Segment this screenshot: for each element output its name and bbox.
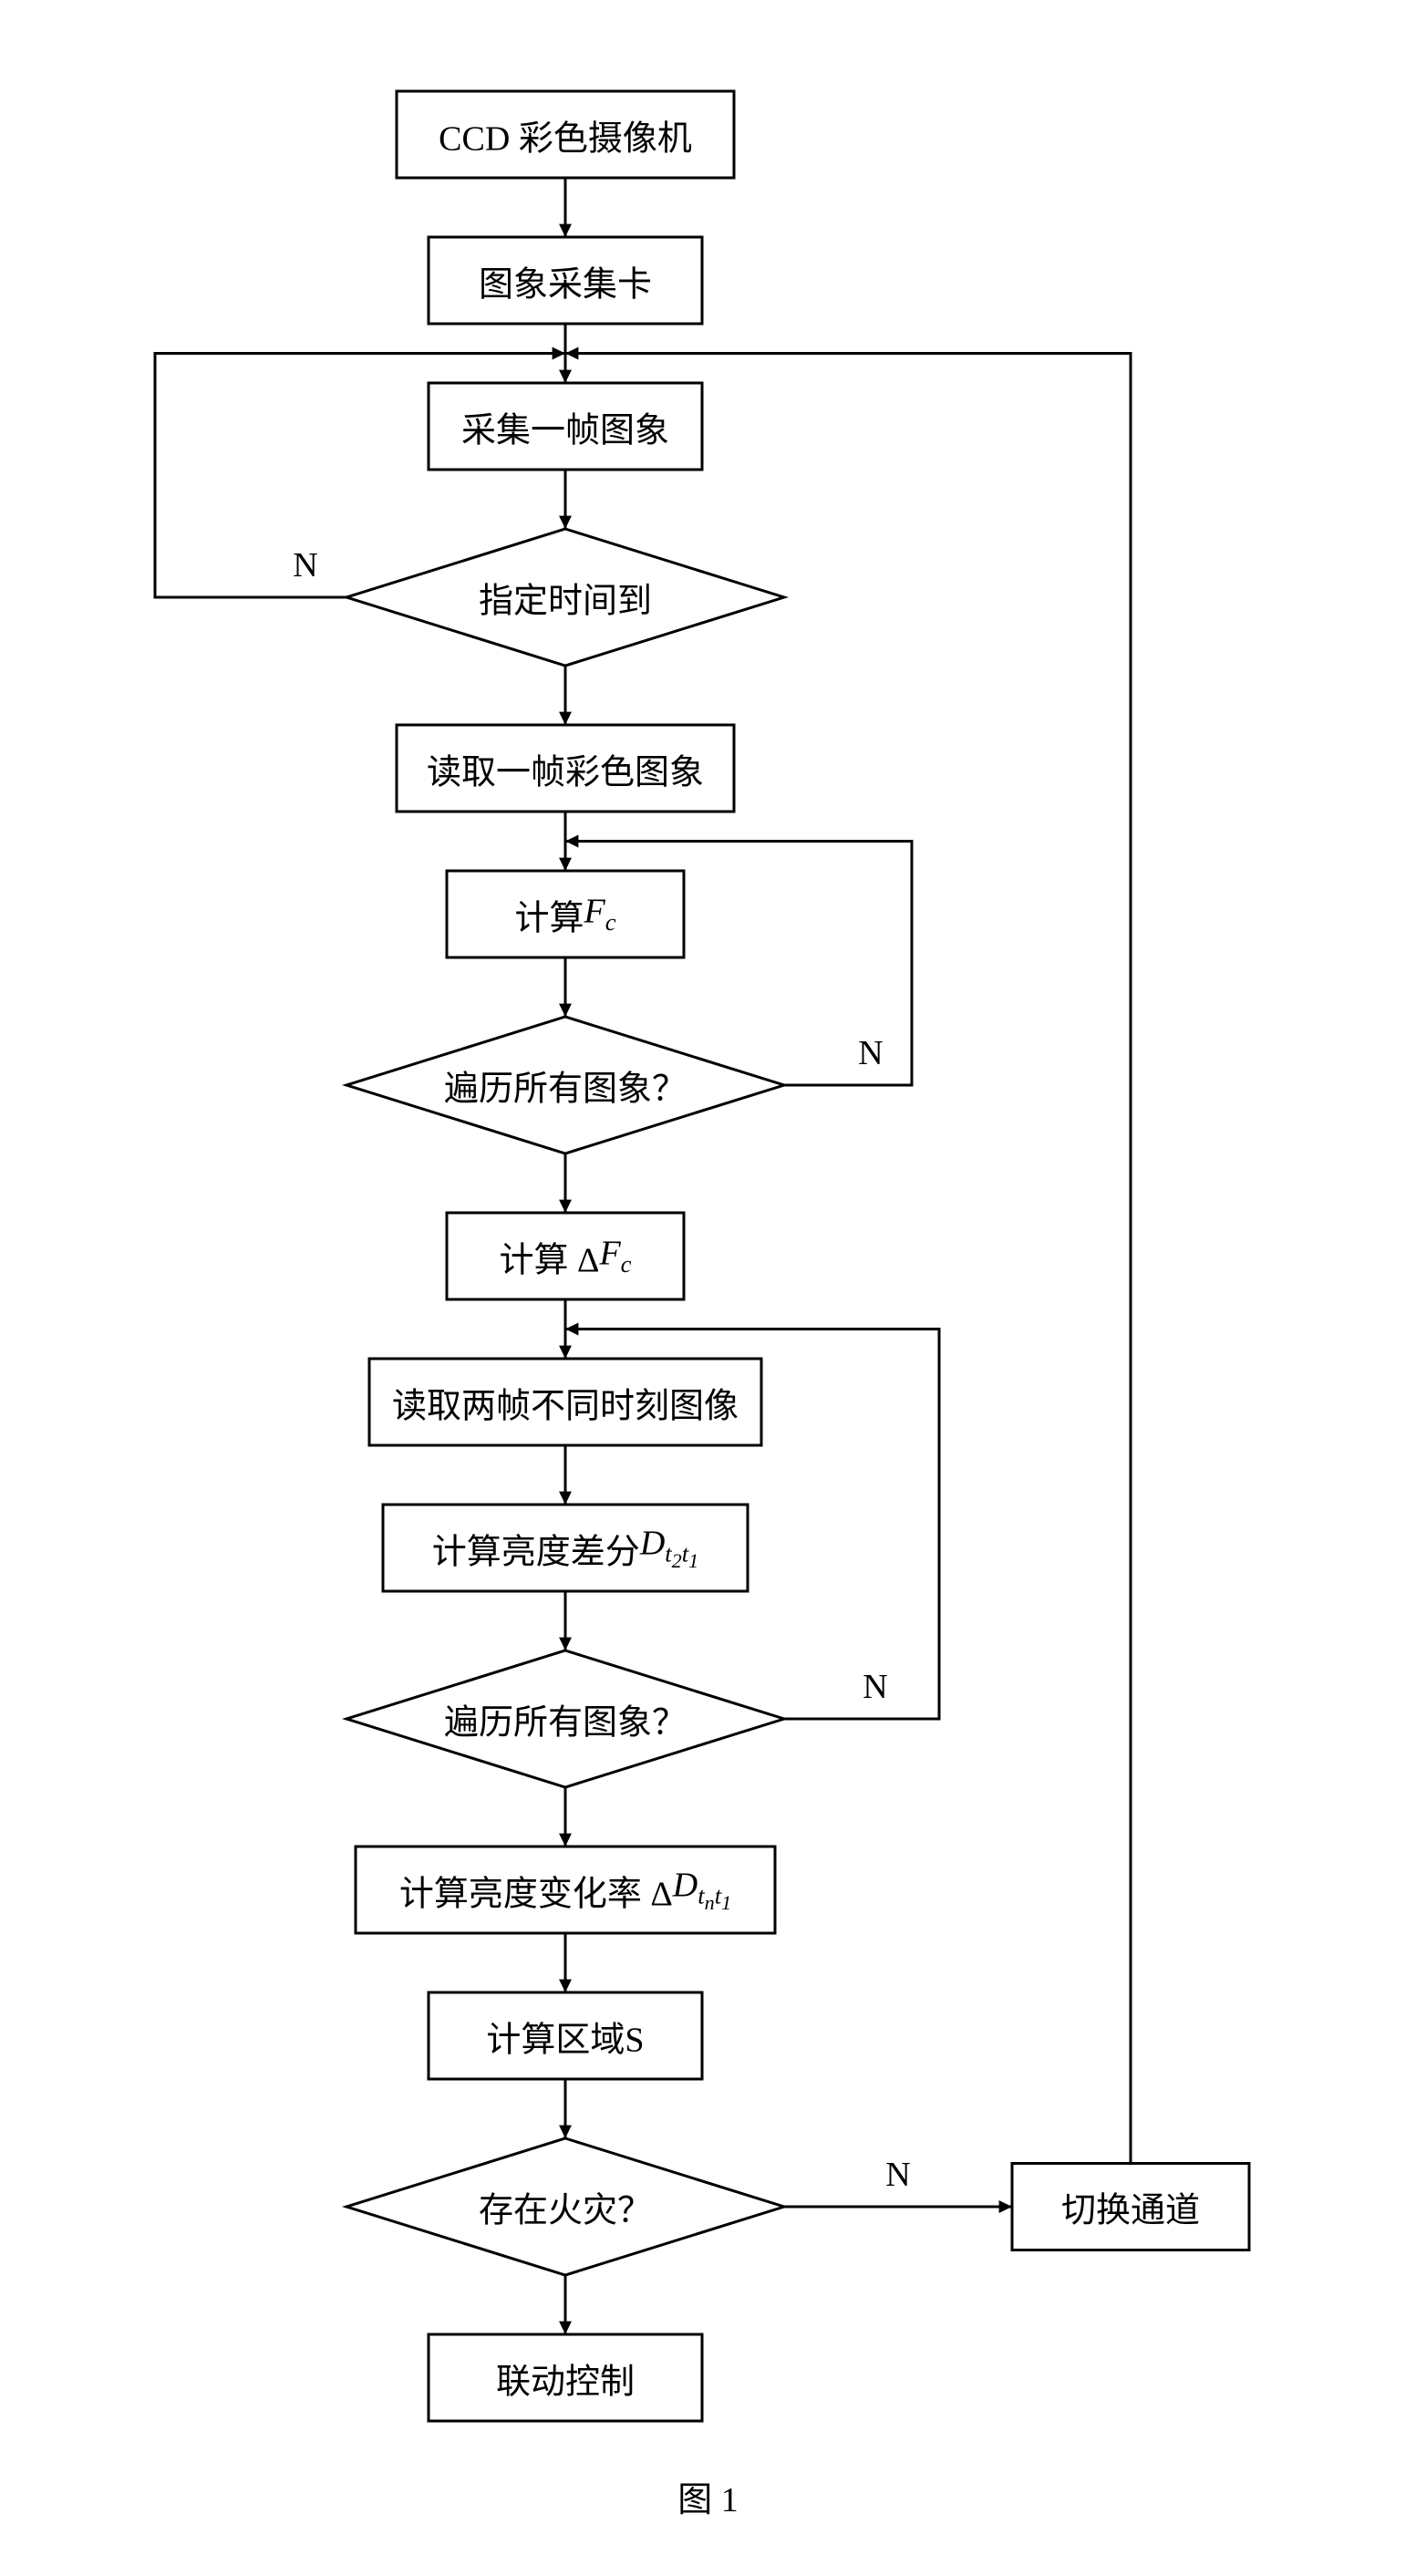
node-n15: 切换通道 — [1061, 2182, 1200, 2232]
node-n9: 读取两帧不同时刻图像 — [392, 1377, 739, 1427]
flowchart-svg — [0, 27, 1416, 2530]
node-n4: 指定时间到 — [479, 573, 652, 623]
node-n13: 计算区域S — [486, 2011, 644, 2061]
edge-n4-N: N — [293, 545, 317, 585]
node-n11: 遍历所有图象？ — [444, 1694, 687, 1744]
node-n10: 计算亮度差分 Dt2t1 — [432, 1523, 698, 1573]
flowchart-canvas: CCD 彩色摄像机图象采集卡采集一帧图象指定时间到读取一帧彩色图象计算 Fc 遍历… — [0, 27, 1416, 2530]
figure-caption: 图 1 — [677, 2471, 739, 2521]
node-n14: 存在火灾？ — [479, 2182, 652, 2232]
node-n5: 读取一帧彩色图象 — [427, 743, 704, 793]
node-n1: CCD 彩色摄像机 — [439, 109, 692, 160]
node-n2: 图象采集卡 — [479, 255, 652, 305]
node-n3: 采集一帧图象 — [461, 401, 669, 451]
node-n6: 计算 Fc — [514, 889, 615, 939]
node-n8: 计算 ΔFc — [500, 1231, 632, 1281]
edge-n11-N: N — [863, 1667, 887, 1707]
edge-n14-N: N — [885, 2155, 910, 2195]
node-n16: 联动控制 — [496, 2353, 635, 2403]
node-n12: 计算亮度变化率 ΔDtnt1 — [399, 1865, 731, 1915]
node-n7: 遍历所有图象？ — [444, 1060, 687, 1111]
edge-n7-N: N — [858, 1033, 883, 1073]
